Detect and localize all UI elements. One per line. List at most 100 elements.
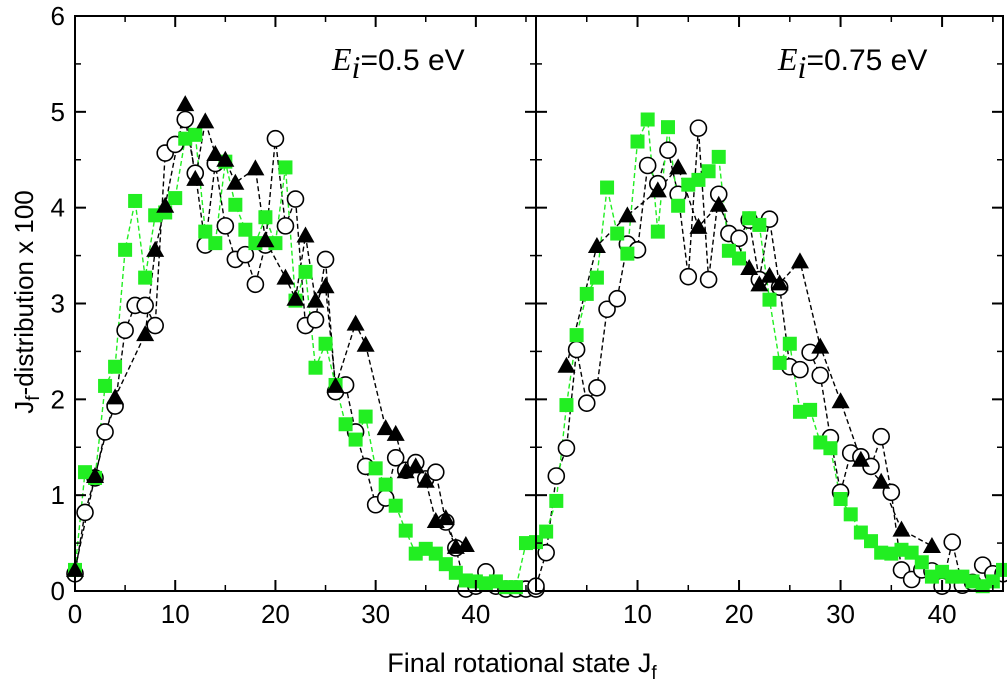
left-triangle-point bbox=[396, 462, 415, 479]
right-circle-point bbox=[659, 141, 677, 159]
right-square-point bbox=[630, 134, 645, 149]
left-square-point bbox=[118, 242, 133, 257]
left-square-point bbox=[358, 409, 373, 424]
right-square-point bbox=[539, 524, 554, 539]
left-square-point bbox=[98, 378, 113, 393]
left-triangle-point bbox=[356, 335, 375, 352]
left-triangle-point bbox=[386, 424, 405, 441]
left-square-point bbox=[128, 193, 143, 208]
left-triangle-point bbox=[176, 95, 195, 112]
left-square-point bbox=[508, 580, 523, 595]
right-triangle-point bbox=[689, 217, 708, 234]
right-square-point bbox=[650, 224, 665, 239]
left-triangle-point bbox=[146, 240, 165, 257]
right-square-point bbox=[762, 292, 777, 307]
right-circle-point bbox=[638, 156, 657, 175]
left-triangle-point bbox=[206, 145, 225, 161]
left-triangle-point bbox=[316, 277, 335, 294]
left-circle-point bbox=[76, 503, 94, 522]
right-triangle-point bbox=[851, 450, 870, 467]
left-triangle-point bbox=[456, 536, 475, 552]
left-circle-point bbox=[386, 448, 405, 467]
left-triangle-point bbox=[136, 325, 155, 342]
left-square-point bbox=[238, 222, 253, 237]
left-triangle-point bbox=[416, 471, 435, 488]
panel-left: 0 10 20 30 40 0 1 2 3 4 5 6 Ei=0.5 eV bbox=[51, 1, 545, 629]
right-panel-energy-label: Ei=0.75 eV bbox=[777, 41, 927, 85]
left-triangle-point bbox=[86, 467, 105, 483]
right-square-point bbox=[803, 402, 818, 417]
left-series-line bbox=[74, 104, 466, 571]
right-triangle-point bbox=[892, 520, 911, 537]
right-square-point bbox=[843, 507, 858, 522]
left-circle-point bbox=[246, 275, 265, 294]
y-tick-label: 5 bbox=[51, 97, 65, 127]
y-tick-label: 6 bbox=[51, 1, 65, 31]
left-square-point bbox=[298, 264, 313, 279]
left-square-point bbox=[198, 224, 213, 239]
left-series-line bbox=[74, 133, 527, 588]
right-triangle-point bbox=[760, 266, 779, 283]
left-triangle-point bbox=[406, 457, 425, 474]
left-triangle-point bbox=[186, 169, 205, 186]
right-square-point bbox=[579, 286, 594, 301]
left-triangle-point bbox=[306, 291, 325, 308]
right-circle-point bbox=[567, 340, 586, 359]
y-axis-label: Jf-distribution x 100 bbox=[9, 190, 44, 414]
right-square-point bbox=[701, 164, 716, 179]
left-square-point bbox=[348, 432, 363, 447]
right-circle-point bbox=[699, 270, 718, 289]
left-triangle-point bbox=[156, 196, 175, 213]
left-circle-point bbox=[96, 423, 114, 441]
left-square-point bbox=[278, 160, 293, 175]
left-square-point bbox=[208, 236, 223, 251]
left-x-tick-label: 0 bbox=[68, 599, 82, 629]
left-x-tick-label: 30 bbox=[361, 599, 390, 629]
right-square-point bbox=[549, 493, 564, 508]
right-square-point bbox=[864, 534, 879, 549]
left-square-point bbox=[368, 461, 383, 476]
y-tick-label: 2 bbox=[51, 384, 65, 414]
right-circle-point bbox=[689, 119, 708, 137]
right-x-tick-label: 10 bbox=[623, 599, 652, 629]
left-circle-point bbox=[306, 310, 325, 329]
right-triangle-point bbox=[587, 237, 606, 253]
left-circle-point bbox=[216, 217, 235, 235]
left-triangle-point bbox=[226, 173, 245, 190]
left-triangle-point bbox=[216, 150, 235, 167]
left-circle-point bbox=[276, 217, 295, 235]
right-square-point bbox=[732, 251, 747, 266]
right-circle-point bbox=[943, 533, 962, 551]
right-square-point bbox=[660, 120, 675, 135]
right-square-point bbox=[823, 441, 838, 456]
left-square-point bbox=[338, 417, 353, 432]
right-triangle-point bbox=[740, 259, 759, 276]
left-square-point bbox=[108, 359, 123, 374]
right-square-point bbox=[833, 492, 848, 506]
left-circle-point bbox=[426, 463, 445, 481]
left-panel-energy-label: Ei=0.5 eV bbox=[331, 41, 465, 85]
right-square-point bbox=[671, 198, 686, 213]
right-square-point bbox=[782, 336, 797, 351]
left-square-point bbox=[258, 210, 273, 225]
left-square-point bbox=[388, 498, 403, 513]
right-circle-point bbox=[679, 267, 698, 286]
left-triangle-point bbox=[106, 388, 125, 405]
left-circle-point bbox=[176, 110, 195, 129]
right-triangle-point bbox=[811, 337, 830, 354]
right-triangle-point bbox=[618, 206, 637, 223]
right-circle-point bbox=[791, 360, 809, 379]
x-axis-label: Final rotational state Jf bbox=[387, 648, 657, 684]
y-tick-label: 3 bbox=[51, 289, 65, 319]
left-circle-point bbox=[266, 129, 285, 148]
left-circle-point bbox=[316, 250, 335, 269]
y-tick-label: 4 bbox=[51, 193, 65, 223]
left-circle-point bbox=[286, 190, 305, 208]
left-triangle-point bbox=[436, 509, 455, 526]
right-triangle-point bbox=[790, 252, 809, 269]
y-tick-label: 1 bbox=[51, 480, 65, 510]
right-square-point bbox=[620, 246, 635, 261]
right-circle-point bbox=[577, 394, 596, 412]
left-circle-point bbox=[136, 296, 154, 315]
